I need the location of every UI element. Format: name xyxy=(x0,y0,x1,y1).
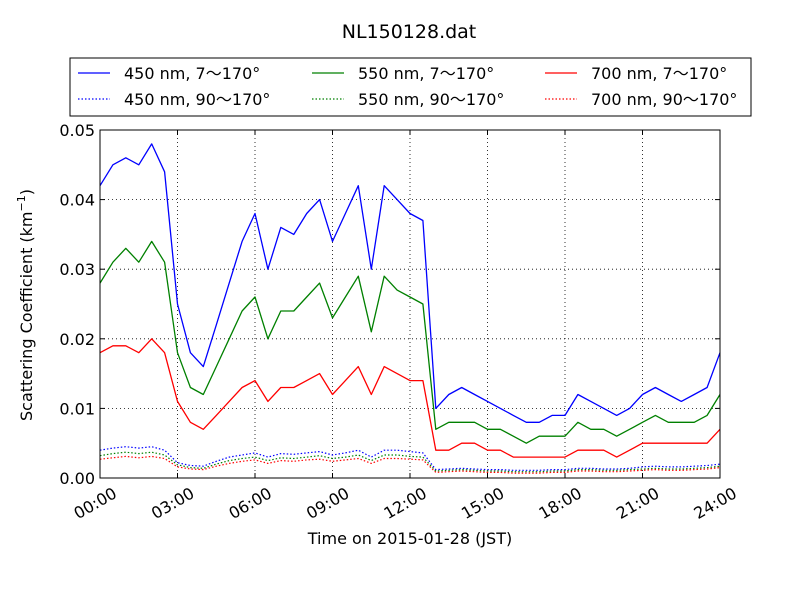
y-axis-label: Scattering Coefficient (km−1) xyxy=(15,189,36,421)
legend-label: 700 nm, 90～170° xyxy=(591,90,737,109)
y-axis-label-main: Scattering Coefficient (km xyxy=(17,211,36,421)
y-axis-label-close: ) xyxy=(17,189,36,195)
legend-frame xyxy=(69,57,752,117)
series-line xyxy=(99,455,721,474)
series-line xyxy=(99,240,721,444)
x-axis-label: Time on 2015-01-28 (JST) xyxy=(307,529,512,548)
y-tick-label: 0.02 xyxy=(59,330,95,349)
y-axis-label-superscript: −1 xyxy=(15,195,28,211)
y-tick-label: 0.03 xyxy=(59,260,95,279)
plot-area xyxy=(99,129,721,479)
y-tick-label: 0.05 xyxy=(59,121,95,140)
y-tick-label: 0.01 xyxy=(59,399,95,418)
legend-label: 550 nm, 7～170° xyxy=(358,64,494,83)
legend: 450 nm, 7～170° 450 nm, 90～170° 550 nm, 7～1… xyxy=(69,57,752,117)
series-line xyxy=(99,338,721,458)
legend-label: 450 nm, 90～170° xyxy=(124,90,270,109)
y-tick-label: 0.04 xyxy=(59,191,95,210)
series-line xyxy=(99,143,721,423)
series-line xyxy=(99,446,721,471)
plot-background xyxy=(100,130,720,478)
legend-label: 700 nm, 7～170° xyxy=(591,64,727,83)
series-line xyxy=(99,451,721,473)
chart-title: NL150128.dat xyxy=(342,21,477,43)
legend-label: 550 nm, 90～170° xyxy=(358,90,504,109)
legend-label: 450 nm, 7～170° xyxy=(124,64,260,83)
y-tick-label: 0.00 xyxy=(59,469,95,488)
